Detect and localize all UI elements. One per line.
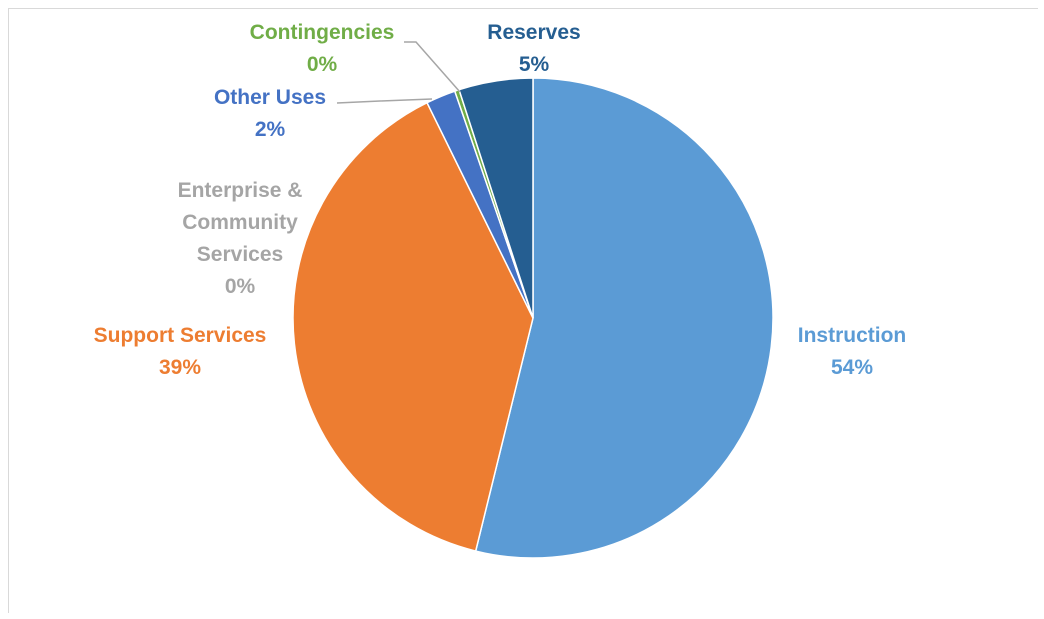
slice-label: Services bbox=[197, 243, 283, 266]
slice-label: Other Uses bbox=[214, 86, 326, 109]
slice-value-label: 0% bbox=[225, 275, 256, 298]
slice-label: Enterprise & bbox=[178, 179, 303, 202]
pie-slice-5 bbox=[458, 77, 534, 319]
data-label-1: Support Services 39% bbox=[94, 324, 267, 379]
slice-label: Reserves bbox=[487, 21, 580, 44]
pie-slice-1 bbox=[292, 101, 534, 552]
data-label-5: Reserves 5% bbox=[487, 21, 580, 76]
data-label-3: Other Uses 2% bbox=[214, 86, 326, 141]
slice-value-label: 0% bbox=[307, 53, 338, 76]
data-label-4: Contingencies 0% bbox=[250, 21, 395, 76]
slice-value-label: 39% bbox=[159, 356, 201, 379]
leader-line-4 bbox=[404, 41, 461, 93]
data-label-0: Instruction 54% bbox=[798, 324, 907, 379]
pie-slice-0 bbox=[474, 77, 774, 559]
slice-value-label: 2% bbox=[255, 118, 286, 141]
slice-label: Support Services bbox=[94, 324, 267, 347]
slice-value-label: 54% bbox=[831, 356, 873, 379]
leader-line-3 bbox=[336, 98, 433, 104]
chart-frame bbox=[8, 8, 1038, 613]
slice-label: Instruction bbox=[798, 324, 907, 347]
slice-label: Community bbox=[182, 211, 298, 234]
slice-value-label: 5% bbox=[519, 53, 550, 76]
slice-label: Contingencies bbox=[250, 21, 395, 44]
data-label-2: Enterprise & Community Services 0% bbox=[178, 179, 303, 298]
